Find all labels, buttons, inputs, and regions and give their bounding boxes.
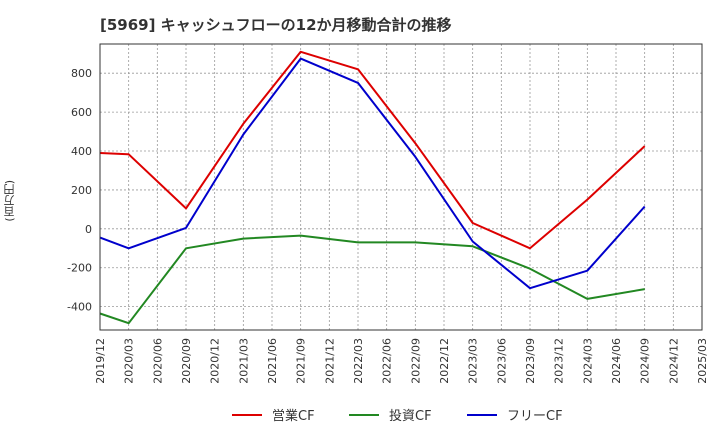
legend-label: 営業CF [272,408,315,424]
y-tick-label: 400 [71,145,92,158]
legend: 営業CF 投資CF フリーCF [232,408,563,424]
y-tick-label: -400 [67,301,92,314]
x-tick-labels: 2019/12 2020/03 2020/06 2020/09 2020/12 2021/… [94,338,709,384]
x-tick-label: 2022/03 [352,338,365,384]
x-tick-label: 2021/06 [266,338,279,384]
x-tick-label: 2020/06 [151,338,164,384]
x-tick-label: 2021/12 [323,338,336,384]
x-tick-label: 2019/12 [94,338,107,384]
x-tick-label: 2024/09 [639,338,652,384]
y-tick-label: 600 [71,106,92,119]
series-line [99,234,645,325]
y-tick-label: 0 [85,223,92,236]
x-tick-label: 2020/03 [123,338,136,384]
legend-label: フリーCF [507,409,563,424]
chart-title: [5969] キャッシュフローの12か月移動合計の推移 [100,16,452,34]
series-lines [99,50,646,325]
x-tick-label: 2023/12 [553,338,566,384]
x-tick-label: 2023/09 [524,338,537,384]
x-tick-label: 2022/09 [409,338,422,384]
y-tick-label: 800 [71,67,92,80]
series-line [99,57,646,290]
x-tick-label: 2023/06 [495,338,508,384]
y-tick-labels: -400 -200 0 200 400 600 800 [67,67,92,313]
x-tick-label: 2021/09 [295,338,308,384]
x-tick-label: 2022/12 [438,338,451,384]
x-tick-label: 2024/12 [667,338,680,384]
grid [99,44,703,330]
y-tick-label: -200 [67,262,92,275]
x-tick-label: 2025/03 [696,338,709,384]
x-tick-label: 2024/06 [610,338,623,384]
x-tick-label: 2020/12 [209,338,222,384]
x-tick-label: 2021/03 [237,338,250,384]
x-tick-label: 2023/03 [467,338,480,384]
x-tick-label: 2024/03 [581,338,594,384]
legend-label: 投資CF [389,408,432,424]
y-tick-label: 200 [71,184,92,197]
plot-frame [99,43,703,331]
x-tick-label: 2020/09 [180,338,193,384]
x-tick-label: 2022/06 [381,338,394,384]
series-line [99,50,646,250]
